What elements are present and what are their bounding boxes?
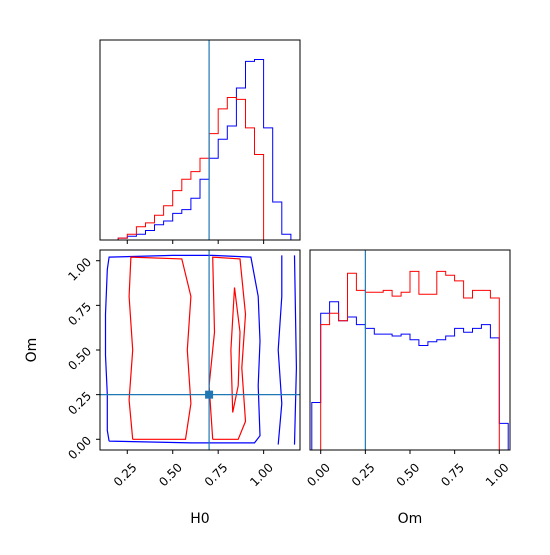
contour-line-3 (128, 256, 192, 440)
contour-line-0 (104, 254, 261, 444)
panel-contour-h0-om: 0.25 0.50 0.75 1.00 0.00 0.25 0.50 0.75 1.00 (65, 249, 301, 489)
x-tick-label: 0.75 (202, 460, 231, 489)
histogram-step-1 (100, 97, 291, 241)
x-tick-label: 1.00 (247, 460, 276, 489)
panel-hist-om: 0.00 0.25 0.50 0.75 1.00 (304, 249, 512, 489)
x-tick-label: 0.75 (438, 460, 467, 489)
x-tick-label: 0.25 (349, 460, 378, 489)
x-tick-label: 0.50 (394, 460, 423, 489)
panel-hist-h0 (99, 39, 301, 244)
y-tick-label: 0.00 (65, 434, 94, 463)
x-axis-label-h0: H0 (190, 511, 209, 527)
y-tick-label: 1.00 (65, 255, 94, 284)
x-tick-label: 0.50 (156, 460, 185, 489)
contour-line-5 (230, 287, 241, 413)
histogram-step-0 (100, 59, 292, 241)
histogram-step-1 (311, 270, 509, 451)
x-tick-label: 1.00 (483, 460, 512, 489)
panel-frame (99, 39, 301, 241)
y-tick-label: 0.50 (65, 344, 94, 373)
y-tick-label: 0.75 (65, 300, 94, 329)
histogram-step-0 (311, 301, 509, 450)
truth-marker (205, 390, 214, 399)
x-axis-label-om: Om (398, 511, 423, 527)
contour-line-4 (208, 256, 247, 440)
contour-line-1 (277, 255, 283, 445)
y-axis-label-om: Om (24, 338, 40, 363)
x-tick-label: 0.00 (304, 460, 333, 489)
y-tick-label: 0.25 (65, 389, 94, 418)
contour-line-2 (293, 255, 298, 445)
x-tick-label: 0.25 (111, 460, 140, 489)
